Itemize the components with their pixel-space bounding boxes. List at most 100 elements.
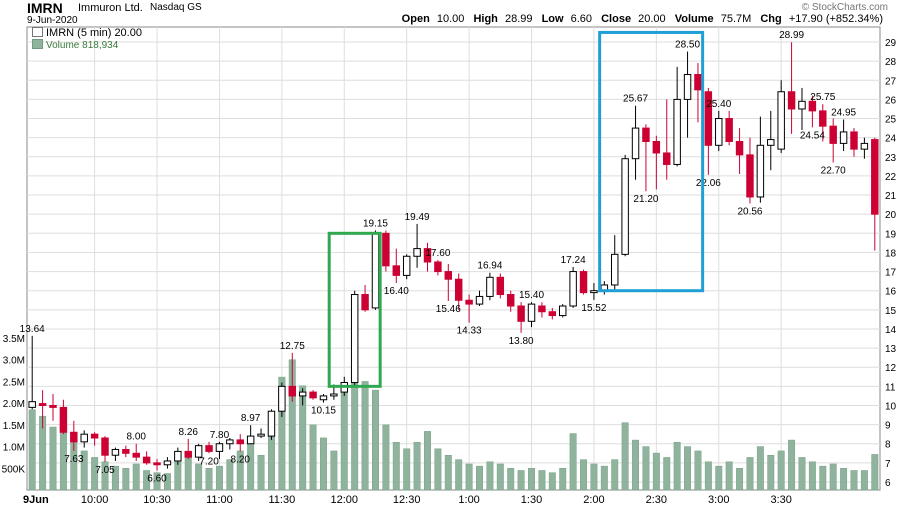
candle-body <box>579 271 588 294</box>
candle-body <box>777 91 785 150</box>
candle-body <box>486 276 494 297</box>
candle-body <box>735 140 744 156</box>
x-tick-label: 9Jun <box>23 494 49 506</box>
volume-bar <box>403 448 411 491</box>
price-legend-swatch <box>32 27 43 37</box>
volume-bar <box>163 473 171 491</box>
volume-bar <box>840 468 848 491</box>
candle-body <box>319 395 328 401</box>
volume-tick-label: 1.0M <box>3 443 25 454</box>
volume-bar <box>850 470 858 491</box>
candle-body <box>746 154 754 198</box>
candle-body <box>330 393 338 397</box>
y-tick-label: 18 <box>885 248 897 259</box>
volume-tick-label: 3.0M <box>3 356 25 367</box>
candle-body <box>538 305 546 313</box>
y-tick-label: 11 <box>885 382 896 393</box>
candle-body <box>860 142 869 150</box>
chart-date: 9-Jun-2020 <box>27 15 78 26</box>
price-annotation: 20.56 <box>737 206 762 217</box>
price-annotation: 21.20 <box>633 194 658 205</box>
price-annotation: 24.54 <box>800 130 825 141</box>
candle-body <box>673 98 681 165</box>
y-tick-label: 24 <box>885 134 897 145</box>
candle-body <box>715 118 723 146</box>
volume-bar <box>725 461 733 491</box>
x-tick-label: 12:00 <box>331 494 359 506</box>
price-annotation: 14.33 <box>457 326 482 337</box>
y-tick-label: 14 <box>885 325 897 336</box>
candle-body <box>194 445 203 458</box>
high-value: 28.99 <box>504 13 533 25</box>
candle-body <box>246 435 255 445</box>
volume-bar <box>673 441 681 491</box>
volume-bar <box>767 455 775 491</box>
price-annotation: 24.95 <box>831 107 856 118</box>
price-annotation: 8.00 <box>126 432 146 443</box>
volume-bar <box>153 472 161 491</box>
price-legend: IMRN (5 min) 20.00 <box>32 27 142 39</box>
y-tick-label: 13 <box>885 344 897 355</box>
candle-body <box>392 265 401 276</box>
price-annotation: 22.70 <box>821 166 846 177</box>
candle-body <box>49 404 57 408</box>
x-tick-label: 11:30 <box>269 494 296 506</box>
volume-bar <box>652 452 660 491</box>
candle-body <box>288 385 296 397</box>
y-tick-label: 29 <box>885 38 897 49</box>
volume-bar <box>496 463 504 491</box>
chg-label: Chg <box>760 13 782 25</box>
volume-bar <box>777 450 785 491</box>
price-annotation: 7.20 <box>199 456 219 467</box>
price-annotation: 13.64 <box>20 324 45 335</box>
candle-body <box>122 448 130 454</box>
candle-body <box>38 403 47 406</box>
candle-body <box>454 278 463 301</box>
y-tick-label: 8 <box>885 440 891 451</box>
volume-bar <box>819 465 827 491</box>
candle-body <box>90 433 99 439</box>
x-tick-label: 10:30 <box>143 494 171 506</box>
candle-body <box>683 74 692 100</box>
highlight-box-green <box>327 231 382 388</box>
volume-bar <box>642 446 650 491</box>
price-annotation: 6.60 <box>147 474 167 485</box>
candle-body <box>278 385 286 412</box>
price-annotation: 17.60 <box>425 248 450 259</box>
low-label: Low <box>541 13 564 25</box>
y-tick-label: 7 <box>885 459 891 470</box>
candle-body <box>59 406 68 433</box>
volume-tick-label: 2.5M <box>3 377 25 388</box>
volume-bar <box>736 468 744 491</box>
volume-bar <box>299 385 307 491</box>
volume-value: 75.7M <box>720 13 752 25</box>
candle-body <box>590 290 598 294</box>
candle-body <box>28 401 36 408</box>
candle-body <box>839 131 848 144</box>
candle-body <box>465 299 473 305</box>
candle-body <box>850 131 858 150</box>
volume-bar <box>143 470 151 491</box>
candle-body <box>70 431 78 443</box>
volume-tick-label: 1.5M <box>3 421 25 432</box>
y-tick-label: 26 <box>885 95 897 106</box>
low-value: 6.60 <box>570 13 593 25</box>
volume-bar <box>663 457 671 491</box>
volume-bar <box>205 468 213 491</box>
y-tick-label: 20 <box>885 210 897 221</box>
candle-body <box>756 144 765 198</box>
candle-body <box>309 391 317 399</box>
candle-body <box>704 91 713 146</box>
volume-bar <box>330 450 338 491</box>
y-tick-label: 9 <box>885 421 891 432</box>
volume-label: Volume <box>674 13 714 25</box>
close-label: Close <box>601 13 632 25</box>
volume-bar <box>486 461 494 491</box>
price-annotation: 25.67 <box>623 94 648 105</box>
candle-body <box>621 158 629 255</box>
candle-body <box>174 450 182 462</box>
open-label: Open <box>401 13 430 25</box>
candle-body <box>371 232 380 309</box>
candle-body <box>642 127 650 142</box>
price-annotation: 19.15 <box>363 218 388 229</box>
